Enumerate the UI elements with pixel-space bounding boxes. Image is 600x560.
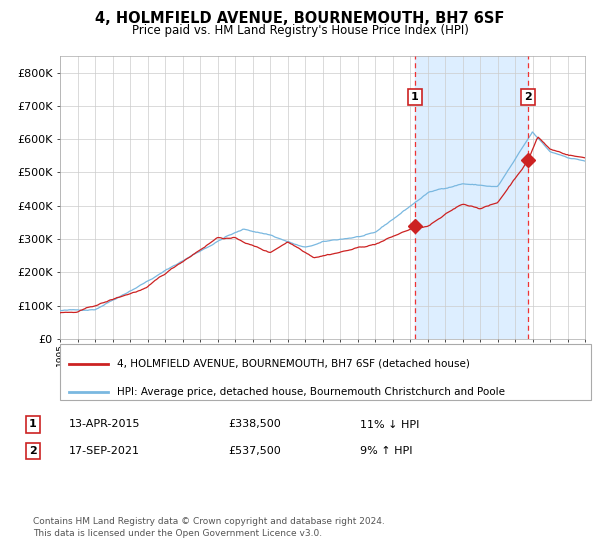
Text: 1: 1 bbox=[411, 92, 419, 102]
Text: 9% ↑ HPI: 9% ↑ HPI bbox=[360, 446, 413, 456]
Text: 4, HOLMFIELD AVENUE, BOURNEMOUTH, BH7 6SF: 4, HOLMFIELD AVENUE, BOURNEMOUTH, BH7 6S… bbox=[95, 11, 505, 26]
Text: Price paid vs. HM Land Registry's House Price Index (HPI): Price paid vs. HM Land Registry's House … bbox=[131, 24, 469, 37]
Bar bbox=[415, 56, 527, 339]
Text: 2: 2 bbox=[29, 446, 37, 456]
Text: 4, HOLMFIELD AVENUE, BOURNEMOUTH, BH7 6SF (detached house): 4, HOLMFIELD AVENUE, BOURNEMOUTH, BH7 6S… bbox=[117, 359, 470, 369]
Text: 2: 2 bbox=[524, 92, 532, 102]
Text: 11% ↓ HPI: 11% ↓ HPI bbox=[360, 419, 419, 430]
Text: HPI: Average price, detached house, Bournemouth Christchurch and Poole: HPI: Average price, detached house, Bour… bbox=[117, 387, 505, 397]
Text: £537,500: £537,500 bbox=[228, 446, 281, 456]
Text: £338,500: £338,500 bbox=[228, 419, 281, 430]
Text: Contains HM Land Registry data © Crown copyright and database right 2024.
This d: Contains HM Land Registry data © Crown c… bbox=[33, 517, 385, 538]
Text: 1: 1 bbox=[29, 419, 37, 430]
Text: 17-SEP-2021: 17-SEP-2021 bbox=[69, 446, 140, 456]
Text: 13-APR-2015: 13-APR-2015 bbox=[69, 419, 140, 430]
